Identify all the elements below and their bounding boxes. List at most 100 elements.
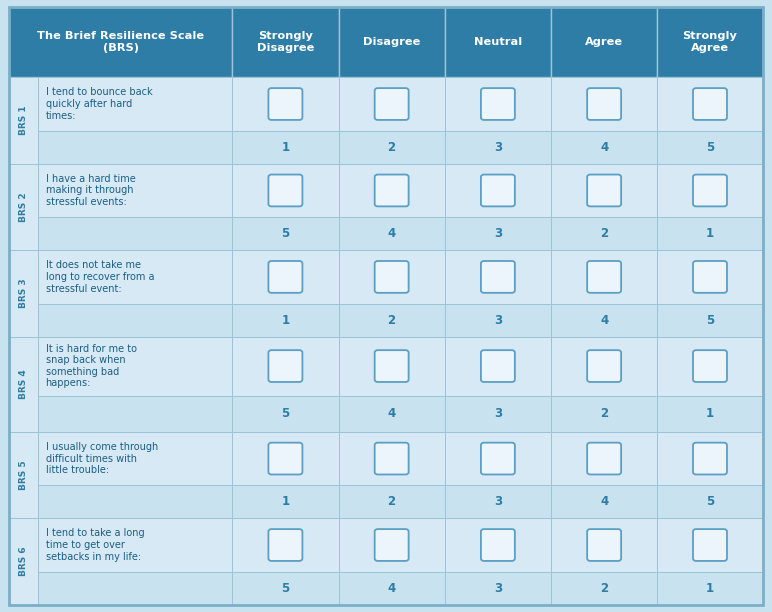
- Bar: [38, 163, 232, 217]
- Bar: [339, 163, 445, 217]
- Bar: [38, 131, 232, 163]
- FancyBboxPatch shape: [269, 350, 303, 382]
- Bar: [9, 163, 38, 250]
- Text: I tend to bounce back
quickly after hard
times:: I tend to bounce back quickly after hard…: [46, 88, 152, 121]
- Bar: [38, 518, 232, 572]
- Bar: [339, 572, 445, 605]
- Text: 3: 3: [494, 495, 502, 509]
- Bar: [232, 572, 339, 605]
- Text: 4: 4: [388, 582, 396, 595]
- Bar: [339, 395, 445, 432]
- Text: 2: 2: [388, 141, 396, 154]
- Bar: [445, 250, 551, 304]
- Bar: [445, 395, 551, 432]
- Bar: [38, 432, 232, 485]
- FancyBboxPatch shape: [587, 529, 621, 561]
- Text: 1: 1: [281, 141, 290, 154]
- Bar: [657, 395, 763, 432]
- FancyBboxPatch shape: [587, 88, 621, 120]
- FancyBboxPatch shape: [374, 529, 408, 561]
- Bar: [38, 395, 232, 432]
- Bar: [551, 163, 657, 217]
- Text: 4: 4: [600, 141, 608, 154]
- Bar: [445, 485, 551, 518]
- Bar: [38, 304, 232, 337]
- Text: Agree: Agree: [585, 37, 623, 47]
- Bar: [445, 572, 551, 605]
- Bar: [445, 337, 551, 395]
- Bar: [445, 304, 551, 337]
- Bar: [232, 131, 339, 163]
- Text: 2: 2: [600, 582, 608, 595]
- Bar: [38, 217, 232, 250]
- Text: I tend to take a long
time to get over
setbacks in my life:: I tend to take a long time to get over s…: [46, 528, 144, 562]
- Bar: [9, 518, 38, 605]
- Bar: [657, 163, 763, 217]
- Text: 4: 4: [600, 495, 608, 509]
- Bar: [339, 217, 445, 250]
- Bar: [9, 337, 38, 432]
- FancyBboxPatch shape: [269, 174, 303, 206]
- Text: 3: 3: [494, 582, 502, 595]
- Bar: [232, 7, 339, 77]
- FancyBboxPatch shape: [587, 442, 621, 474]
- FancyBboxPatch shape: [481, 529, 515, 561]
- Bar: [551, 572, 657, 605]
- FancyBboxPatch shape: [374, 350, 408, 382]
- FancyBboxPatch shape: [269, 442, 303, 474]
- Text: It is hard for me to
snap back when
something bad
happens:: It is hard for me to snap back when some…: [46, 344, 137, 389]
- Bar: [38, 572, 232, 605]
- Text: 5: 5: [281, 407, 290, 420]
- Text: 1: 1: [281, 313, 290, 327]
- Bar: [339, 304, 445, 337]
- Bar: [551, 432, 657, 485]
- Text: Disagree: Disagree: [363, 37, 420, 47]
- Bar: [551, 337, 657, 395]
- Bar: [232, 518, 339, 572]
- Text: It does not take me
long to recover from a
stressful event:: It does not take me long to recover from…: [46, 260, 154, 294]
- FancyBboxPatch shape: [693, 174, 727, 206]
- FancyBboxPatch shape: [481, 261, 515, 293]
- Text: 3: 3: [494, 227, 502, 240]
- Bar: [339, 7, 445, 77]
- Bar: [551, 77, 657, 131]
- Bar: [657, 518, 763, 572]
- Bar: [551, 217, 657, 250]
- Bar: [9, 77, 38, 163]
- Bar: [657, 217, 763, 250]
- Text: BRS 4: BRS 4: [19, 369, 28, 399]
- FancyBboxPatch shape: [693, 529, 727, 561]
- Text: 5: 5: [281, 582, 290, 595]
- Text: 3: 3: [494, 407, 502, 420]
- Bar: [551, 395, 657, 432]
- Text: 3: 3: [494, 313, 502, 327]
- Bar: [657, 304, 763, 337]
- Bar: [38, 77, 232, 131]
- Text: 2: 2: [388, 313, 396, 327]
- FancyBboxPatch shape: [587, 350, 621, 382]
- Text: BRS 3: BRS 3: [19, 278, 28, 308]
- FancyBboxPatch shape: [374, 88, 408, 120]
- FancyBboxPatch shape: [587, 174, 621, 206]
- Text: The Brief Resilience Scale
(BRS): The Brief Resilience Scale (BRS): [37, 31, 205, 53]
- FancyBboxPatch shape: [481, 88, 515, 120]
- Text: 5: 5: [706, 495, 714, 509]
- Bar: [9, 7, 232, 77]
- Bar: [551, 131, 657, 163]
- Text: BRS 1: BRS 1: [19, 106, 28, 135]
- Text: 5: 5: [281, 227, 290, 240]
- Bar: [657, 7, 763, 77]
- FancyBboxPatch shape: [374, 174, 408, 206]
- Text: 2: 2: [388, 495, 396, 509]
- FancyBboxPatch shape: [269, 261, 303, 293]
- Bar: [232, 77, 339, 131]
- Bar: [339, 518, 445, 572]
- Text: 5: 5: [706, 313, 714, 327]
- Bar: [339, 432, 445, 485]
- Text: 1: 1: [281, 495, 290, 509]
- FancyBboxPatch shape: [374, 261, 408, 293]
- Bar: [657, 337, 763, 395]
- Bar: [232, 250, 339, 304]
- FancyBboxPatch shape: [693, 88, 727, 120]
- Bar: [38, 250, 232, 304]
